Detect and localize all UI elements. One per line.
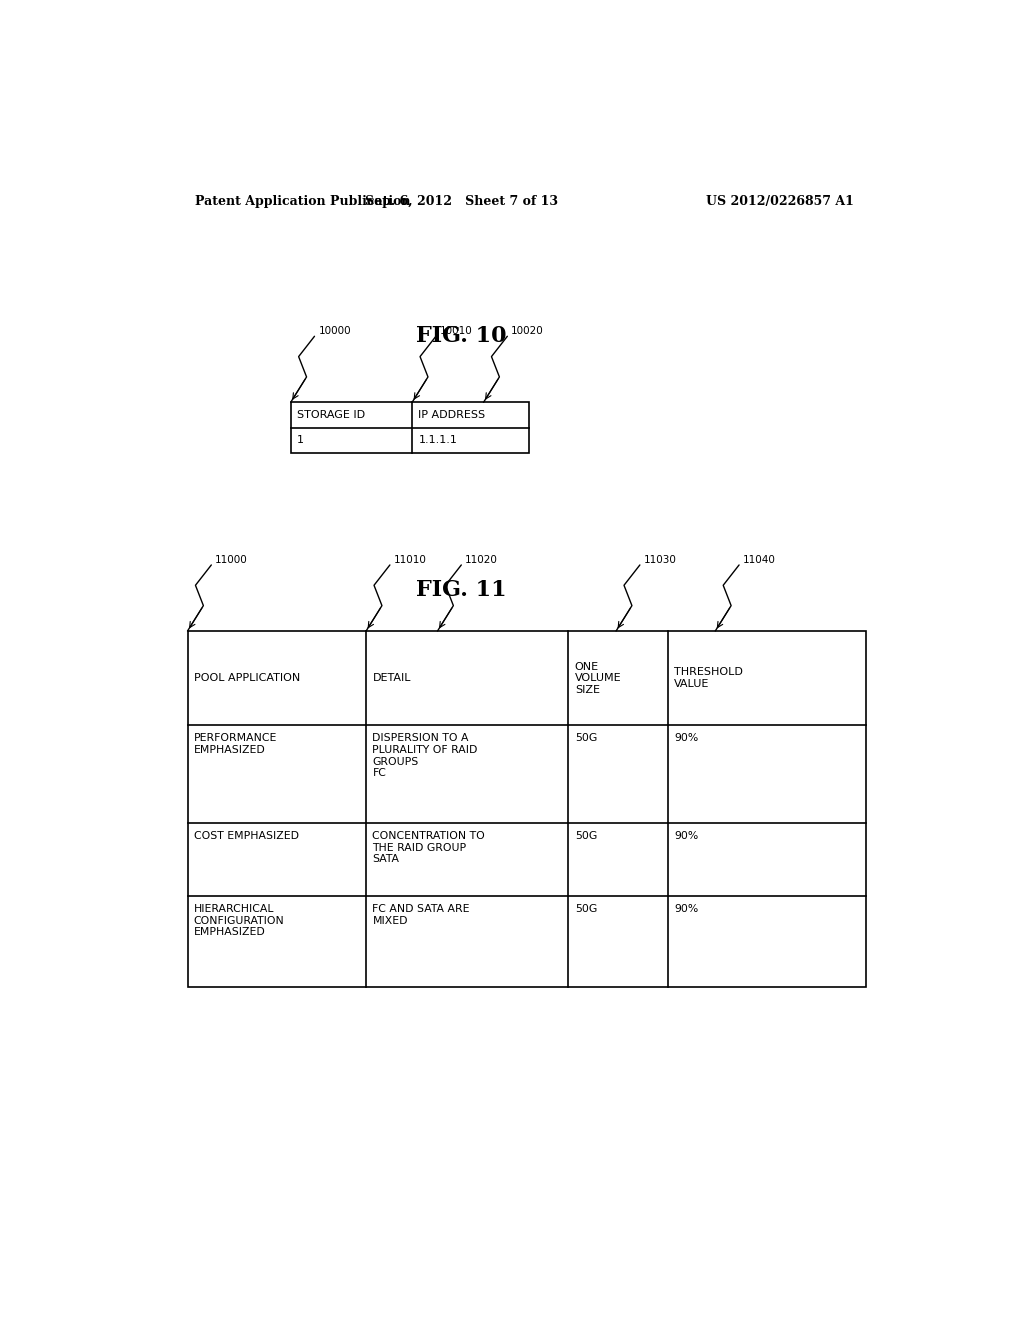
Text: IP ADDRESS: IP ADDRESS bbox=[419, 411, 485, 420]
Text: 90%: 90% bbox=[674, 832, 698, 841]
Text: 10000: 10000 bbox=[318, 326, 351, 337]
Text: 90%: 90% bbox=[674, 904, 698, 915]
Text: STORAGE ID: STORAGE ID bbox=[297, 411, 366, 420]
Text: FIG. 10: FIG. 10 bbox=[416, 325, 507, 347]
Text: 11010: 11010 bbox=[394, 554, 427, 565]
Text: POOL APPLICATION: POOL APPLICATION bbox=[194, 673, 300, 684]
Text: 50G: 50G bbox=[574, 904, 597, 915]
Text: 50G: 50G bbox=[574, 734, 597, 743]
Text: 11000: 11000 bbox=[215, 554, 248, 565]
Text: 50G: 50G bbox=[574, 832, 597, 841]
Text: FIG. 11: FIG. 11 bbox=[416, 579, 507, 602]
Text: ONE
VOLUME
SIZE: ONE VOLUME SIZE bbox=[574, 661, 622, 694]
Text: 10010: 10010 bbox=[440, 326, 473, 337]
Text: PERFORMANCE
EMPHASIZED: PERFORMANCE EMPHASIZED bbox=[194, 734, 278, 755]
Text: 10020: 10020 bbox=[511, 326, 544, 337]
Text: FC AND SATA ARE
MIXED: FC AND SATA ARE MIXED bbox=[373, 904, 470, 925]
Text: DETAIL: DETAIL bbox=[373, 673, 411, 684]
Text: DISPERSION TO A
PLURALITY OF RAID
GROUPS
FC: DISPERSION TO A PLURALITY OF RAID GROUPS… bbox=[373, 734, 478, 779]
Text: COST EMPHASIZED: COST EMPHASIZED bbox=[194, 832, 299, 841]
Text: THRESHOLD
VALUE: THRESHOLD VALUE bbox=[674, 668, 742, 689]
Text: US 2012/0226857 A1: US 2012/0226857 A1 bbox=[707, 194, 854, 207]
Text: 90%: 90% bbox=[674, 734, 698, 743]
Text: 11040: 11040 bbox=[743, 554, 776, 565]
Text: 11030: 11030 bbox=[644, 554, 677, 565]
Text: HIERARCHICAL
CONFIGURATION
EMPHASIZED: HIERARCHICAL CONFIGURATION EMPHASIZED bbox=[194, 904, 285, 937]
Text: 1.1.1.1: 1.1.1.1 bbox=[419, 436, 458, 445]
Text: Sep. 6, 2012   Sheet 7 of 13: Sep. 6, 2012 Sheet 7 of 13 bbox=[365, 194, 558, 207]
Text: Patent Application Publication: Patent Application Publication bbox=[196, 194, 411, 207]
Text: CONCENTRATION TO
THE RAID GROUP
SATA: CONCENTRATION TO THE RAID GROUP SATA bbox=[373, 832, 485, 865]
Text: 11020: 11020 bbox=[465, 554, 498, 565]
Text: 1: 1 bbox=[297, 436, 304, 445]
